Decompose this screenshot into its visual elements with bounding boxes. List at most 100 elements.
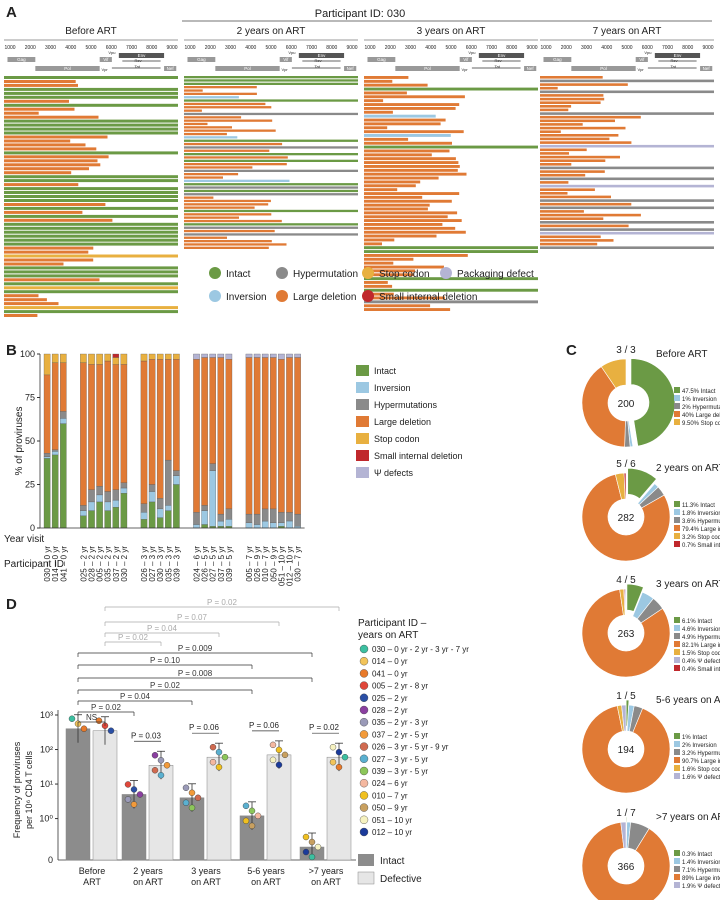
donut-legend-label: 2% Inversion bbox=[682, 743, 717, 749]
panel-a-title: Participant ID: 030 bbox=[315, 8, 406, 20]
provirus-sequence bbox=[184, 116, 242, 119]
provirus-sequence bbox=[364, 165, 460, 168]
provirus-sequence bbox=[4, 195, 178, 198]
stacked-bar-segment bbox=[253, 357, 261, 515]
donut-legend-label: 7.1% Hypermutations bbox=[682, 868, 720, 874]
provirus-sequence bbox=[364, 168, 458, 172]
panel-label-b: B bbox=[6, 342, 17, 359]
axis-tick-label: 2000 bbox=[25, 45, 36, 51]
stacked-bar-segment bbox=[225, 353, 233, 360]
stacked-bar-segment bbox=[112, 353, 120, 358]
stacked-bar-segment bbox=[120, 482, 128, 489]
stacked-bar-segment bbox=[96, 501, 103, 529]
provirus-sequence bbox=[364, 184, 416, 188]
gene-label: Vif bbox=[283, 57, 289, 62]
legend-b-swatch bbox=[356, 433, 369, 444]
row-label-participant: Participant ID bbox=[4, 559, 64, 570]
legend-a-label: Small internal deletion bbox=[379, 292, 477, 303]
provirus-sequence bbox=[364, 99, 384, 103]
provirus-sequence bbox=[4, 76, 178, 79]
participants-title: years on ART bbox=[358, 630, 418, 641]
stacked-bar-segment bbox=[209, 470, 216, 527]
donut-ratio: 5 / 6 bbox=[616, 459, 636, 470]
data-point bbox=[314, 843, 322, 851]
stacked-bar-segment bbox=[148, 501, 156, 529]
legend-b-swatch bbox=[356, 382, 369, 393]
donut-legend-swatch bbox=[674, 733, 680, 739]
provirus-sequence bbox=[364, 110, 393, 114]
provirus-sequence bbox=[184, 240, 272, 243]
legend-a-swatch bbox=[440, 267, 452, 279]
comparison-label: P = 0.04 bbox=[120, 692, 150, 701]
provirus-sequence bbox=[184, 209, 358, 213]
gene-label: Vpr bbox=[637, 67, 644, 72]
stacked-bar-segment bbox=[217, 357, 225, 515]
gene-label: Rev bbox=[495, 58, 502, 63]
participant-label: 050 – 9 yr bbox=[372, 804, 408, 813]
donut-legend-label: 0.4% Small internal deletion bbox=[682, 667, 720, 673]
provirus-sequence bbox=[364, 308, 451, 311]
bar bbox=[92, 730, 118, 861]
provirus-sequence bbox=[184, 149, 270, 152]
provirus-sequence bbox=[364, 199, 452, 203]
data-point bbox=[269, 741, 277, 749]
data-point bbox=[68, 715, 76, 722]
provirus-sequence bbox=[184, 216, 239, 219]
provirus-sequence bbox=[184, 243, 287, 246]
data-point bbox=[151, 767, 159, 774]
participant-swatch bbox=[359, 693, 369, 702]
donut-slice bbox=[581, 821, 671, 900]
provirus-sequence bbox=[540, 86, 558, 90]
provirus-sequence bbox=[540, 235, 601, 239]
provirus-sequence bbox=[364, 219, 462, 222]
axis-tick-label: 4000 bbox=[65, 45, 76, 51]
provirus-sequence bbox=[364, 265, 444, 269]
donut-legend-label: 11.3% Intact bbox=[682, 503, 715, 509]
x-tick-label: 050 – 9 yr bbox=[269, 546, 278, 582]
provirus-sequence bbox=[540, 188, 595, 191]
gene-label: Vpu bbox=[108, 50, 115, 55]
stacked-bar-segment bbox=[278, 522, 285, 527]
donut-slice bbox=[581, 589, 671, 678]
stacked-bar-segment bbox=[120, 493, 128, 529]
column-title: 7 years on ART bbox=[593, 26, 662, 37]
stacked-bar-segment bbox=[261, 353, 269, 358]
donut-title: 2 years on ART bbox=[656, 463, 720, 474]
gene-block bbox=[459, 57, 472, 62]
donut-legend-label: 0.3% Intact bbox=[682, 852, 712, 858]
stacked-bar-segment bbox=[88, 501, 95, 511]
donut-slice bbox=[626, 583, 644, 612]
gene-label: Vif bbox=[463, 57, 469, 62]
data-point bbox=[281, 751, 289, 759]
provirus-sequence bbox=[540, 119, 615, 123]
donut-legend-label: 79.4% Large internal deletion bbox=[682, 527, 720, 533]
stacked-bar-segment bbox=[286, 512, 293, 522]
donut-legend-label: 47.5% Intact bbox=[682, 389, 716, 395]
provirus-sequence bbox=[364, 172, 467, 176]
provirus-sequence bbox=[184, 153, 358, 156]
donut-legend-swatch bbox=[674, 665, 680, 671]
provirus-sequence bbox=[184, 89, 203, 92]
x-tick-label: >7 years bbox=[309, 866, 344, 876]
axis-tick-label: 8000 bbox=[506, 45, 517, 51]
x-tick-label: 039 – 5 yr bbox=[225, 546, 234, 582]
stacked-bar-segment bbox=[96, 494, 103, 503]
gene-label: Rev bbox=[135, 58, 142, 63]
data-point bbox=[329, 758, 337, 766]
provirus-sequence bbox=[4, 119, 178, 123]
stacked-bar-segment bbox=[112, 357, 120, 365]
provirus-sequence bbox=[4, 314, 38, 317]
provirus-sequence bbox=[4, 226, 178, 230]
provirus-sequence bbox=[364, 254, 468, 257]
stacked-bar-segment bbox=[165, 359, 172, 461]
data-point bbox=[275, 761, 283, 769]
stacked-bar-segment bbox=[140, 360, 148, 504]
donut-ratio: 4 / 5 bbox=[616, 575, 636, 586]
provirus-sequence bbox=[364, 76, 409, 79]
panel-label-a: A bbox=[6, 4, 17, 21]
legend-d-swatch-intact bbox=[358, 854, 374, 866]
participant-swatch bbox=[359, 803, 369, 812]
participant-label: 027 – 3 yr - 5 yr bbox=[372, 755, 428, 764]
provirus-sequence bbox=[4, 274, 178, 278]
